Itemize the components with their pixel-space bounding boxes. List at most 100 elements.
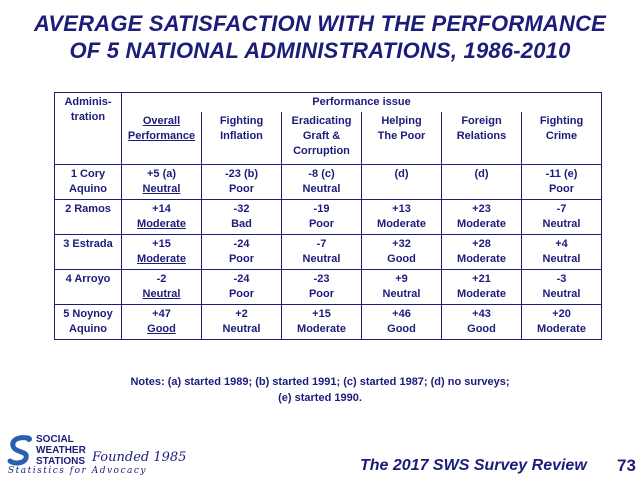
net-score: +28 <box>472 238 491 250</box>
table-row: 4 Arroyo -2 Neutral -24 Poor -23 Poor +9 Neutral… <box>54 269 602 305</box>
score-cell: -23 (b) Poor <box>201 164 282 200</box>
rating-label: Moderate <box>137 218 186 230</box>
table-row: 1 Cory Aquino +5 (a) Neutral -23 (b) Poor -8 (… <box>54 164 602 200</box>
score-cell: +2 Neutral <box>201 304 282 340</box>
rating-label <box>363 182 440 197</box>
administration-name: 5 Noynoy Aquino <box>54 304 122 340</box>
rating-label: Neutral <box>302 183 341 195</box>
net-score: (d) <box>394 168 409 180</box>
net-score: -32 <box>233 203 250 215</box>
net-score: -3 <box>556 273 567 285</box>
net-score: -24 <box>233 273 250 285</box>
rating-label: Poor <box>228 183 255 195</box>
net-score: -23 (b) <box>225 168 258 180</box>
rating-label: Moderate <box>457 288 506 300</box>
net-score: -24 <box>233 238 250 250</box>
rating-label: Moderate <box>457 253 506 265</box>
logo-tagline: Statistics for Advocacy <box>8 466 147 476</box>
score-cell: -19 Poor <box>281 199 362 235</box>
administration-header: Adminis- tration <box>54 92 122 165</box>
score-cell: -8 (c) Neutral <box>281 164 362 200</box>
rating-label: Neutral <box>542 288 581 300</box>
title-line-2: OF 5 NATIONAL ADMINISTRATIONS, 1986-2010 <box>69 38 571 63</box>
score-cell: +23 Moderate <box>441 199 522 235</box>
rating-label: Bad <box>231 218 252 230</box>
score-cell: -32 Bad <box>201 199 282 235</box>
title-line-1: AVERAGE SATISFACTION WITH THE PERFORMANC… <box>33 11 607 36</box>
net-score: +21 <box>472 273 491 285</box>
column-header: Fighting Inflation <box>201 112 282 165</box>
score-cell: +32 Good <box>361 234 442 270</box>
net-score: +46 <box>392 308 411 320</box>
rating-label: Good <box>387 253 416 265</box>
score-cell: -3 Neutral <box>521 269 602 305</box>
net-score: +5 (a) <box>146 168 177 180</box>
net-score: -23 <box>313 273 330 285</box>
net-score: +15 <box>152 238 171 250</box>
net-score: +2 <box>235 308 248 320</box>
rating-label: Neutral <box>302 253 341 265</box>
net-score: +15 <box>312 308 331 320</box>
net-score: +43 <box>472 308 491 320</box>
table-notes: Notes: (a) started 1989; (b) started 199… <box>130 376 510 404</box>
slide-title: AVERAGE SATISFACTION WITH THE PERFORMANC… <box>0 10 640 64</box>
score-cell: +5 (a) Neutral <box>121 164 202 200</box>
rating-label: Moderate <box>137 253 186 265</box>
net-score: (d) <box>474 168 489 180</box>
score-cell: -24 Poor <box>201 269 282 305</box>
column-header: Overall Performance <box>121 112 202 165</box>
rating-label: Good <box>467 323 496 335</box>
rating-label <box>443 182 520 197</box>
rating-label: Neutral <box>542 253 581 265</box>
founded-text: Founded 1985 <box>92 450 187 465</box>
score-cell: -11 (e) Poor <box>521 164 602 200</box>
net-score: +9 <box>395 273 408 285</box>
score-cell: (d) <box>441 164 522 200</box>
table-row: 5 Noynoy Aquino +47 Good +2 Neutral +15 Moderat… <box>54 304 602 340</box>
net-score: +32 <box>392 238 411 250</box>
net-score: +4 <box>555 238 568 250</box>
performance-table: Adminis- tration Performance issue Overa… <box>54 92 602 340</box>
score-cell: +47 Good <box>121 304 202 340</box>
score-cell: +46 Good <box>361 304 442 340</box>
net-score: -11 (e) <box>545 168 578 180</box>
rating-label: Good <box>147 323 176 335</box>
score-cell: +13 Moderate <box>361 199 442 235</box>
column-header: Fighting Crime <box>521 112 602 165</box>
net-score: -2 <box>156 273 167 285</box>
sws-logo-icon <box>6 434 34 466</box>
administration-name: 4 Arroyo <box>54 269 122 305</box>
rating-label: Moderate <box>377 218 426 230</box>
page-number: 73 <box>617 456 636 475</box>
performance-issue-header: Performance issue <box>121 92 602 112</box>
score-cell: -7 Neutral <box>281 234 362 270</box>
rating-label: Neutral <box>382 288 421 300</box>
net-score: -8 (c) <box>308 168 335 180</box>
rating-label: Moderate <box>537 323 586 335</box>
rating-label: Good <box>387 323 416 335</box>
net-score: +13 <box>392 203 411 215</box>
rating-label: Neutral <box>142 183 181 195</box>
rating-label: Moderate <box>297 323 346 335</box>
rating-label: Neutral <box>542 218 581 230</box>
score-cell: +4 Neutral <box>521 234 602 270</box>
score-cell: +15 Moderate <box>281 304 362 340</box>
score-cell: +20 Moderate <box>521 304 602 340</box>
rating-label: Poor <box>228 288 255 300</box>
score-cell: -24 Poor <box>201 234 282 270</box>
score-cell: +9 Neutral <box>361 269 442 305</box>
performance-table-container: Adminis- tration Performance issue Overa… <box>54 92 602 340</box>
column-header: Foreign Relations <box>441 112 522 165</box>
rating-label: Poor <box>308 218 335 230</box>
table-row: 3 Estrada +15 Moderate -24 Poor -7 Neutral +32 G… <box>54 234 602 270</box>
net-score: +14 <box>152 203 171 215</box>
score-cell: +21 Moderate <box>441 269 522 305</box>
administration-name: 1 Cory Aquino <box>54 164 122 200</box>
sws-logo-text: SOCIAL WEATHER STATIONS <box>36 434 86 467</box>
score-cell: +15 Moderate <box>121 234 202 270</box>
net-score: +20 <box>552 308 571 320</box>
column-header: Helping The Poor <box>361 112 442 165</box>
administration-name: 3 Estrada <box>54 234 122 270</box>
rating-label: Poor <box>308 288 335 300</box>
score-cell: +14 Moderate <box>121 199 202 235</box>
